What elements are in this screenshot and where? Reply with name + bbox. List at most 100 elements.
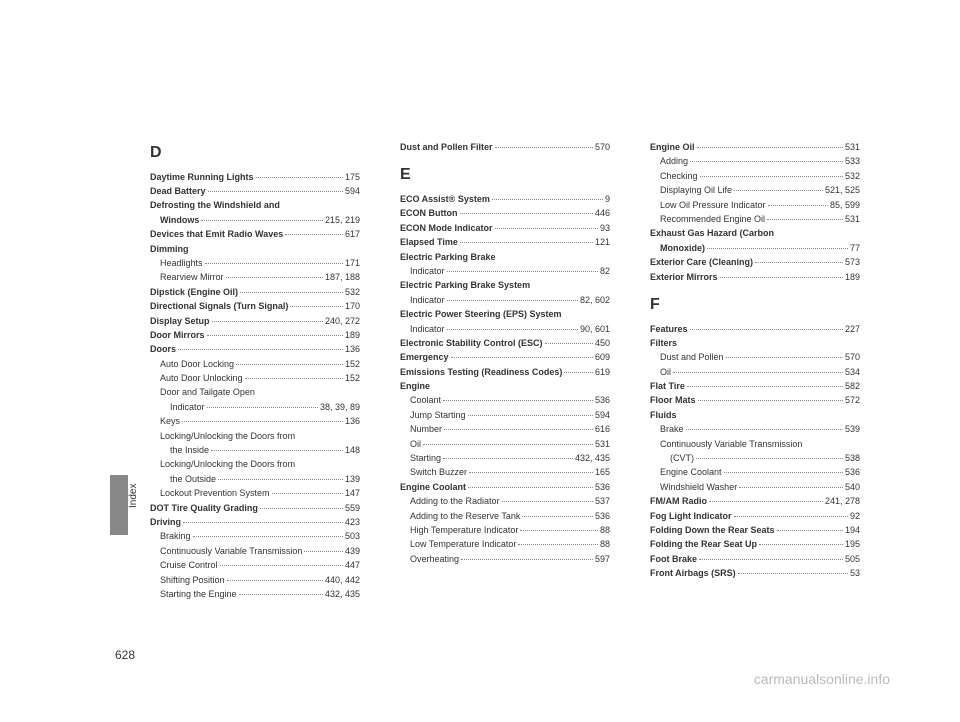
page-ref: 165 [595, 465, 610, 479]
entry-label: Rearview Mirror [160, 270, 224, 284]
page-ref: 570 [845, 350, 860, 364]
leader-dots [564, 372, 593, 373]
entry-label: ECO Assist® System [400, 192, 490, 206]
page-ref: 147 [345, 486, 360, 500]
entry-label: Exterior Care (Cleaning) [650, 255, 753, 269]
page-ref: 597 [595, 552, 610, 566]
leader-dots [777, 530, 843, 531]
entry-label: Emergency [400, 350, 449, 364]
page-ref: 450 [595, 336, 610, 350]
index-entry: Devices that Emit Radio Waves617 [150, 227, 360, 241]
page-ref: 559 [345, 501, 360, 515]
entry-label: Emissions Testing (Readiness Codes) [400, 365, 562, 379]
leader-dots [700, 176, 843, 177]
leader-dots [207, 407, 318, 408]
index-entry: Windows 215, 219 [150, 213, 360, 227]
page-ref: 536 [595, 393, 610, 407]
index-entry: Exterior Mirrors189 [650, 270, 860, 284]
leader-dots [444, 429, 593, 430]
leader-dots [443, 400, 593, 401]
entry-label: Electric Power Steering (EPS) System [400, 307, 562, 321]
entry-label: Adding [660, 154, 688, 168]
leader-dots [212, 321, 323, 322]
leader-dots [205, 263, 343, 264]
index-entry: Engine Coolant536 [650, 465, 860, 479]
entry-label: Driving [150, 515, 181, 529]
index-entry: Engine Coolant536 [400, 480, 610, 494]
index-entry: Door and Tailgate Open [150, 385, 360, 399]
entry-label: ECON Button [400, 206, 458, 220]
entry-label: Directional Signals (Turn Signal) [150, 299, 288, 313]
index-entry: Driving 423 [150, 515, 360, 529]
index-entry: Continuously Variable Transmission [650, 437, 860, 451]
leader-dots [492, 199, 603, 200]
page-ref: 503 [345, 529, 360, 543]
page-ref: 432, 435 [325, 587, 360, 601]
entry-label: Fluids [650, 408, 677, 422]
index-entry: the Outside139 [150, 472, 360, 486]
page-ref: 572 [845, 393, 860, 407]
page-ref: 215, 219 [325, 213, 360, 227]
page-ref: 194 [845, 523, 860, 537]
index-entry: Headlights171 [150, 256, 360, 270]
page-ref: 536 [595, 509, 610, 523]
leader-dots [201, 220, 323, 221]
page-ref: 531 [845, 212, 860, 226]
entry-label: Adding to the Radiator [410, 494, 500, 508]
entry-label: High Temperature Indicator [410, 523, 518, 537]
page-ref: 423 [345, 515, 360, 529]
entry-label: Starting the Engine [160, 587, 237, 601]
page-ref: 540 [845, 480, 860, 494]
index-entry: Checking532 [650, 169, 860, 183]
page-ref: 187, 188 [325, 270, 360, 284]
index-entry: ECON Mode Indicator93 [400, 221, 610, 235]
index-entry: Monoxide)77 [650, 241, 860, 255]
index-entry: Rearview Mirror 187, 188 [150, 270, 360, 284]
watermark: carmanualsonline.info [754, 671, 890, 687]
index-entry: Filters [650, 336, 860, 350]
index-entry: Emissions Testing (Readiness Codes)619 [400, 365, 610, 379]
page-ref: 148 [345, 443, 360, 457]
leader-dots [304, 551, 343, 552]
index-entry: Dead Battery594 [150, 184, 360, 198]
index-entry: Oil534 [650, 365, 860, 379]
leader-dots [739, 487, 843, 488]
index-entry: Front Airbags (SRS)53 [650, 566, 860, 580]
index-entry: the Inside148 [150, 443, 360, 457]
index-entry: Daytime Running Lights175 [150, 170, 360, 184]
entry-label: Fog Light Indicator [650, 509, 732, 523]
index-entry: FM/AM Radio241, 278 [650, 494, 860, 508]
index-entry: Adding to the Radiator 537 [400, 494, 610, 508]
entry-label: Windows [160, 213, 199, 227]
leader-dots [468, 415, 593, 416]
index-entry: Folding the Rear Seat Up195 [650, 537, 860, 551]
index-entry: Dust and Pollen570 [650, 350, 860, 364]
leader-dots [545, 343, 593, 344]
entry-label: Keys [160, 414, 180, 428]
index-entry: Brake539 [650, 422, 860, 436]
page-ref: 532 [845, 169, 860, 183]
index-entry: Low Temperature Indicator88 [400, 537, 610, 551]
index-entry: Braking503 [150, 529, 360, 543]
leader-dots [423, 444, 593, 445]
entry-label: Engine Oil [650, 140, 695, 154]
leader-dots [690, 161, 843, 162]
leader-dots [285, 234, 343, 235]
index-entry: (CVT)538 [650, 451, 860, 465]
leader-dots [687, 386, 843, 387]
leader-dots [182, 421, 343, 422]
index-entry: Switch Buzzer165 [400, 465, 610, 479]
index-entry: Overheating597 [400, 552, 610, 566]
page-ref: 537 [595, 494, 610, 508]
entry-label: Indicator [410, 264, 445, 278]
index-entry: Floor Mats572 [650, 393, 860, 407]
leader-dots [218, 479, 343, 480]
leader-dots [227, 580, 323, 581]
page-ref: 538 [845, 451, 860, 465]
entry-label: Cruise Control [160, 558, 218, 572]
entry-label: Foot Brake [650, 552, 697, 566]
index-entry: Emergency609 [400, 350, 610, 364]
page-ref: 440, 442 [325, 573, 360, 587]
index-entry: Electronic Stability Control (ESC)450 [400, 336, 610, 350]
index-entry: Auto Door Unlocking152 [150, 371, 360, 385]
